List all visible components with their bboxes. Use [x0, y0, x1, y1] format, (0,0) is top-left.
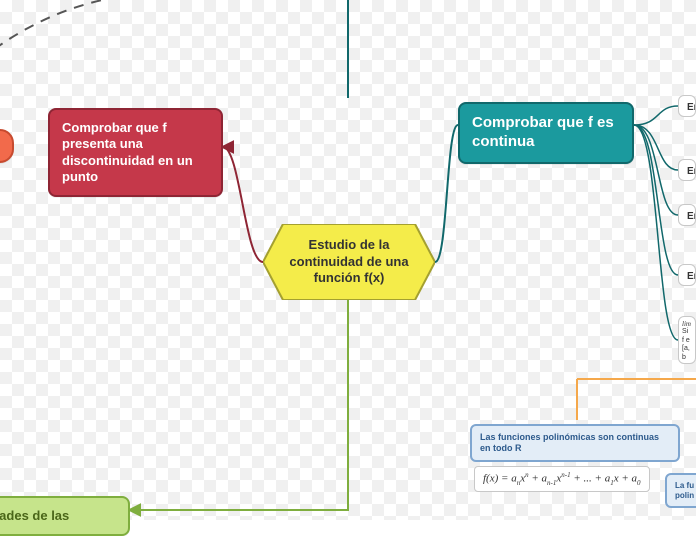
- side-stub[interactable]: limSi f e[a, ben b: [678, 316, 696, 364]
- node-discontinuity-label: Comprobar que f presenta una discontinui…: [62, 120, 193, 184]
- side-stub[interactable]: En: [678, 95, 696, 117]
- node-polynomial-partial[interactable]: La fu polin: [665, 473, 696, 508]
- edge-orange: [577, 379, 696, 420]
- formula-polynomial: f(x) = anxn + an-1xn-1 + ... + a1x + a0: [474, 466, 650, 492]
- teal-children-edges: [634, 106, 678, 340]
- edge-center-teal: [435, 125, 458, 262]
- mindmap-canvas: Comprobar que f presenta una discontinui…: [0, 0, 696, 520]
- node-properties-partial[interactable]: edades de las: [0, 496, 130, 536]
- node-polynomial-continuous[interactable]: Las funciones polinómicas son continuas …: [470, 424, 680, 462]
- node-polynomial-label: Las funciones polinómicas son continuas …: [480, 432, 659, 453]
- node-continuous-label: Comprobar que f es continua: [472, 114, 614, 150]
- side-stub[interactable]: En: [678, 159, 696, 181]
- edge-center-green: [130, 300, 348, 510]
- node-center[interactable]: Estudio de la continuidad de una función…: [263, 224, 435, 300]
- side-stub[interactable]: En: [678, 204, 696, 226]
- node-discontinuity[interactable]: Comprobar que f presenta una discontinui…: [48, 108, 223, 197]
- side-stub[interactable]: En: [678, 264, 696, 286]
- edge-center-red: [223, 147, 263, 262]
- dashed-arc: [0, 0, 210, 60]
- node-continuous[interactable]: Comprobar que f es continua: [458, 102, 634, 164]
- node-center-label: Estudio de la continuidad de una función…: [263, 237, 435, 288]
- node-polynomial-partial-label: La fu polin: [675, 481, 694, 500]
- node-orange-partial[interactable]: [0, 129, 14, 163]
- node-properties-label: edades de las: [0, 508, 69, 523]
